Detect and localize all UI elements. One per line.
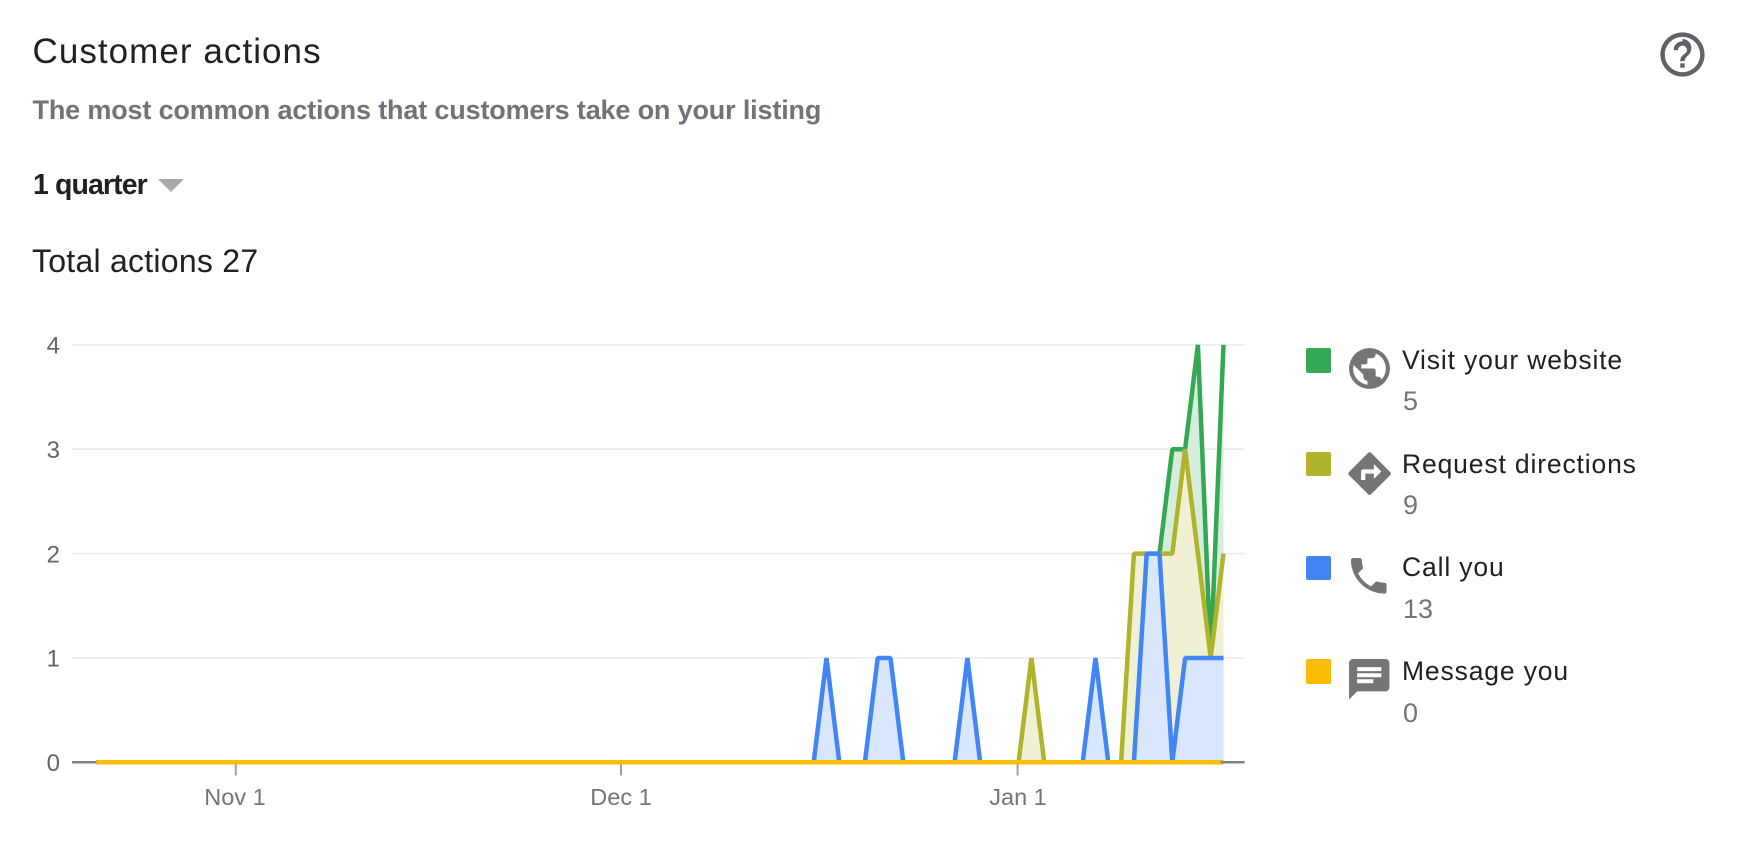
svg-text:4: 4	[47, 333, 60, 360]
svg-text:0: 0	[47, 750, 60, 777]
svg-text:2: 2	[47, 541, 60, 568]
svg-text:Dec 1: Dec 1	[590, 784, 651, 810]
svg-text:Nov 1: Nov 1	[204, 784, 265, 810]
svg-text:Jan 1: Jan 1	[989, 784, 1047, 810]
svg-text:3: 3	[47, 437, 60, 464]
svg-text:1: 1	[47, 646, 60, 673]
